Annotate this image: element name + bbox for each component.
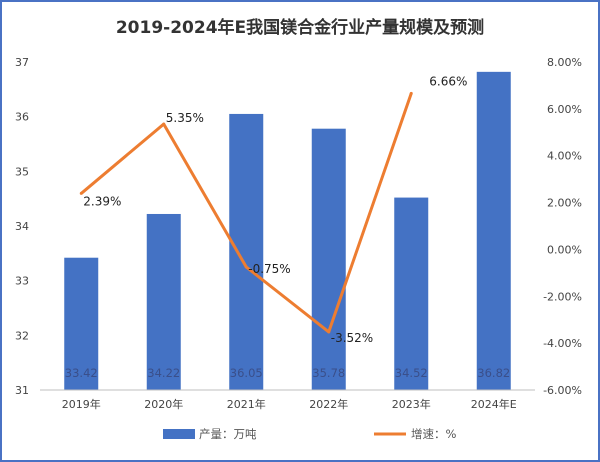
line-data-label: 6.66% — [429, 74, 467, 88]
legend-bar-swatch — [163, 429, 195, 439]
line-point — [162, 122, 166, 126]
line-point — [327, 330, 331, 334]
bar-data-label: 34.52 — [395, 366, 428, 380]
line-data-label: 2.39% — [83, 194, 121, 208]
x-axis-tick: 2020年 — [144, 397, 183, 411]
line-data-label: -3.52% — [331, 331, 373, 345]
line-point — [244, 265, 248, 269]
right-axis-tick: 6.00% — [547, 103, 582, 116]
line-data-label: -0.75% — [248, 262, 290, 276]
right-axis-tick: -2.00% — [543, 290, 582, 303]
bar — [476, 71, 511, 390]
left-axis-tick: 36 — [15, 111, 29, 124]
chart-title: 2019-2024年E我国镁合金行业产量规模及预测 — [116, 17, 484, 38]
left-axis-tick: 31 — [15, 384, 29, 397]
right-axis-tick: 0.00% — [547, 243, 582, 256]
x-axis-tick: 2021年 — [227, 397, 266, 411]
left-axis-tick: 33 — [15, 275, 29, 288]
bar — [146, 213, 181, 390]
right-axis-tick: -4.00% — [543, 337, 582, 350]
x-axis-tick: 2024年E — [471, 397, 517, 411]
left-axis-tick: 37 — [15, 56, 29, 69]
right-axis-tick: -6.00% — [543, 384, 582, 397]
left-axis-tick: 32 — [15, 329, 29, 342]
bar-data-label: 33.42 — [65, 366, 98, 380]
bar-data-label: 36.82 — [477, 366, 510, 380]
right-axis-tick: 4.00% — [547, 150, 582, 163]
x-axis-tick: 2022年 — [309, 397, 348, 411]
line-point — [409, 91, 413, 95]
legend-bar-label: 产量：万吨 — [199, 427, 257, 441]
left-axis-tick: 34 — [15, 220, 29, 233]
left-axis-tick: 35 — [15, 165, 29, 178]
right-axis-tick: 8.00% — [547, 56, 582, 69]
x-axis-tick: 2023年 — [392, 397, 431, 411]
x-axis-tick: 2019年 — [62, 397, 101, 411]
line-data-label: 5.35% — [166, 111, 204, 125]
bar — [394, 197, 429, 390]
bar-data-label: 34.22 — [147, 366, 180, 380]
right-axis-tick: 2.00% — [547, 197, 582, 210]
line-point — [79, 191, 83, 195]
bar-data-label: 36.05 — [230, 366, 263, 380]
bar — [229, 113, 264, 390]
bar — [64, 257, 99, 390]
bar — [311, 128, 346, 390]
legend-line-label: 增速：% — [411, 427, 456, 441]
bar-data-label: 35.78 — [312, 366, 345, 380]
